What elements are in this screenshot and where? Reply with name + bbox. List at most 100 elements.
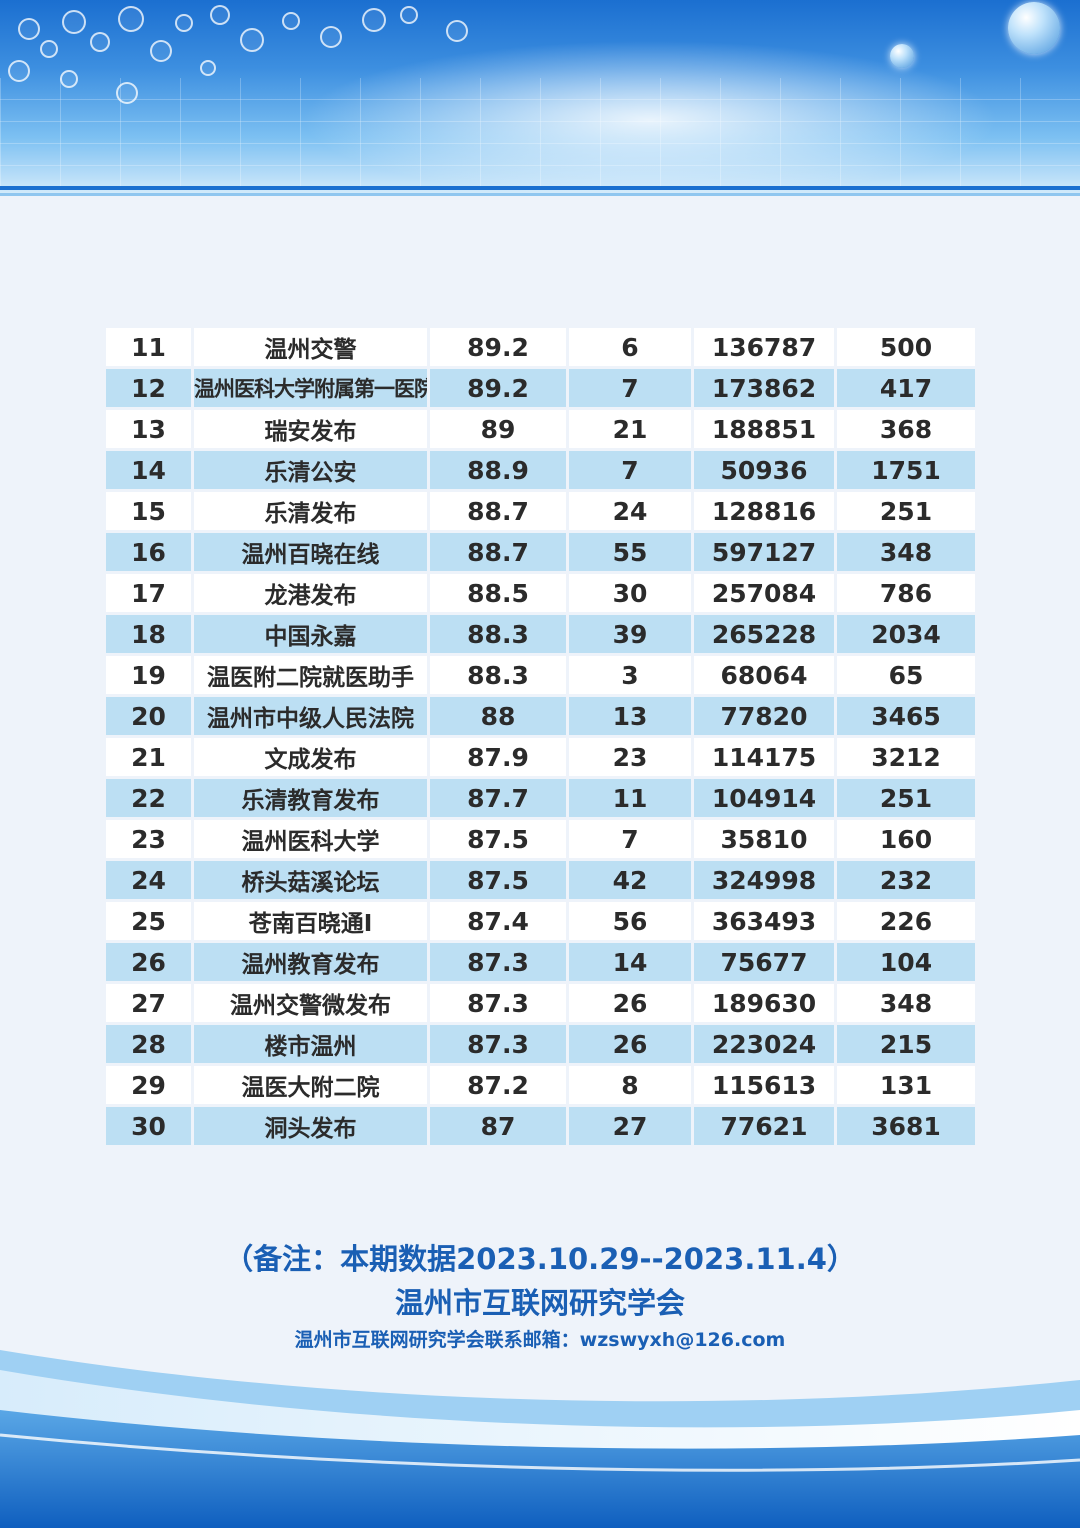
table-row: 14 乐清公安 88.9 7 50936 1751 xyxy=(106,451,975,489)
rank-cell: 29 xyxy=(106,1066,191,1104)
posts-cell: 11 xyxy=(569,779,691,817)
score-cell: 87.7 xyxy=(430,779,566,817)
account-name-cell: 乐清教育发布 xyxy=(194,779,427,817)
likes-cell: 3212 xyxy=(837,738,975,776)
posts-cell: 39 xyxy=(569,615,691,653)
reads-cell: 136787 xyxy=(694,328,834,366)
posts-cell: 8 xyxy=(569,1066,691,1104)
bubble-decoration xyxy=(282,12,300,30)
orb-decoration xyxy=(890,44,914,68)
likes-cell: 232 xyxy=(837,861,975,899)
header-divider-light xyxy=(0,193,1080,196)
posts-cell: 27 xyxy=(569,1107,691,1145)
likes-cell: 348 xyxy=(837,984,975,1022)
contact-email: 温州市互联网研究学会联系邮箱：wzswyxh@126.com xyxy=(294,1329,786,1351)
rank-cell: 15 xyxy=(106,492,191,530)
score-cell: 87.5 xyxy=(430,861,566,899)
table-row: 22 乐清教育发布 87.7 11 104914 251 xyxy=(106,779,975,817)
header-grid-decoration xyxy=(0,78,1080,188)
ranking-table-container: 11 温州交警 89.2 6 136787 500 12 温州医科大学附属第一医院 89.2 7 1… xyxy=(103,325,975,1148)
likes-cell: 417 xyxy=(837,369,975,407)
rank-cell: 19 xyxy=(106,656,191,694)
rank-cell: 26 xyxy=(106,943,191,981)
score-cell: 87.9 xyxy=(430,738,566,776)
bubble-decoration xyxy=(200,60,216,76)
reads-cell: 363493 xyxy=(694,902,834,940)
bubble-decoration xyxy=(8,60,30,82)
likes-cell: 251 xyxy=(837,779,975,817)
account-name-cell: 温州交警 xyxy=(194,328,427,366)
data-period-note: （备注：本期数据2023.10.29--2023.11.4） xyxy=(224,1242,856,1276)
bubble-decoration xyxy=(116,82,138,104)
rank-cell: 12 xyxy=(106,369,191,407)
rank-cell: 21 xyxy=(106,738,191,776)
rank-cell: 24 xyxy=(106,861,191,899)
posts-cell: 21 xyxy=(569,410,691,448)
account-name-cell: 温州百晓在线 xyxy=(194,533,427,571)
account-name-cell: 温州教育发布 xyxy=(194,943,427,981)
likes-cell: 160 xyxy=(837,820,975,858)
bubble-decoration xyxy=(175,14,193,32)
organization-name: 温州市互联网研究学会 xyxy=(394,1286,685,1320)
table-row: 25 苍南百晓通I 87.4 56 363493 226 xyxy=(106,902,975,940)
account-name-cell: 温州市中级人民法院 xyxy=(194,697,427,735)
posts-cell: 42 xyxy=(569,861,691,899)
score-cell: 87.3 xyxy=(430,943,566,981)
table-row: 17 龙港发布 88.5 30 257084 786 xyxy=(106,574,975,612)
reads-cell: 77621 xyxy=(694,1107,834,1145)
reads-cell: 114175 xyxy=(694,738,834,776)
score-cell: 88.3 xyxy=(430,615,566,653)
reads-cell: 128816 xyxy=(694,492,834,530)
table-row: 23 温州医科大学 87.5 7 35810 160 xyxy=(106,820,975,858)
posts-cell: 7 xyxy=(569,369,691,407)
posts-cell: 56 xyxy=(569,902,691,940)
account-name-cell: 温州医科大学附属第一医院 xyxy=(194,369,427,407)
posts-cell: 55 xyxy=(569,533,691,571)
rank-cell: 18 xyxy=(106,615,191,653)
bubble-decoration xyxy=(118,6,144,32)
table-row: 30 洞头发布 87 27 77621 3681 xyxy=(106,1107,975,1145)
account-name-cell: 中国永嘉 xyxy=(194,615,427,653)
table-row: 29 温医大附二院 87.2 8 115613 131 xyxy=(106,1066,975,1104)
bubble-decoration xyxy=(40,40,58,58)
table-row: 12 温州医科大学附属第一医院 89.2 7 173862 417 xyxy=(106,369,975,407)
likes-cell: 786 xyxy=(837,574,975,612)
bubble-decoration xyxy=(362,8,386,32)
reads-cell: 188851 xyxy=(694,410,834,448)
score-cell: 87.3 xyxy=(430,984,566,1022)
reads-cell: 257084 xyxy=(694,574,834,612)
likes-cell: 215 xyxy=(837,1025,975,1063)
account-name-cell: 洞头发布 xyxy=(194,1107,427,1145)
posts-cell: 7 xyxy=(569,820,691,858)
bottom-wave-decoration xyxy=(0,1340,1080,1528)
table-row: 27 温州交警微发布 87.3 26 189630 348 xyxy=(106,984,975,1022)
bubble-decoration xyxy=(90,32,110,52)
score-cell: 88.7 xyxy=(430,533,566,571)
score-cell: 88.9 xyxy=(430,451,566,489)
table-row: 18 中国永嘉 88.3 39 265228 2034 xyxy=(106,615,975,653)
table-row: 15 乐清发布 88.7 24 128816 251 xyxy=(106,492,975,530)
bubble-decoration xyxy=(446,20,468,42)
account-name-cell: 温医大附二院 xyxy=(194,1066,427,1104)
account-name-cell: 乐清发布 xyxy=(194,492,427,530)
score-cell: 87.2 xyxy=(430,1066,566,1104)
reads-cell: 173862 xyxy=(694,369,834,407)
likes-cell: 104 xyxy=(837,943,975,981)
rank-cell: 23 xyxy=(106,820,191,858)
header-banner xyxy=(0,0,1080,196)
posts-cell: 26 xyxy=(569,1025,691,1063)
posts-cell: 13 xyxy=(569,697,691,735)
likes-cell: 500 xyxy=(837,328,975,366)
rank-cell: 16 xyxy=(106,533,191,571)
account-name-cell: 乐清公安 xyxy=(194,451,427,489)
score-cell: 88.7 xyxy=(430,492,566,530)
posts-cell: 24 xyxy=(569,492,691,530)
bubble-decoration xyxy=(60,70,78,88)
rank-cell: 25 xyxy=(106,902,191,940)
posts-cell: 3 xyxy=(569,656,691,694)
header-divider xyxy=(0,186,1080,190)
reads-cell: 50936 xyxy=(694,451,834,489)
account-name-cell: 温州交警微发布 xyxy=(194,984,427,1022)
rank-cell: 20 xyxy=(106,697,191,735)
account-name-cell: 桥头菇溪论坛 xyxy=(194,861,427,899)
